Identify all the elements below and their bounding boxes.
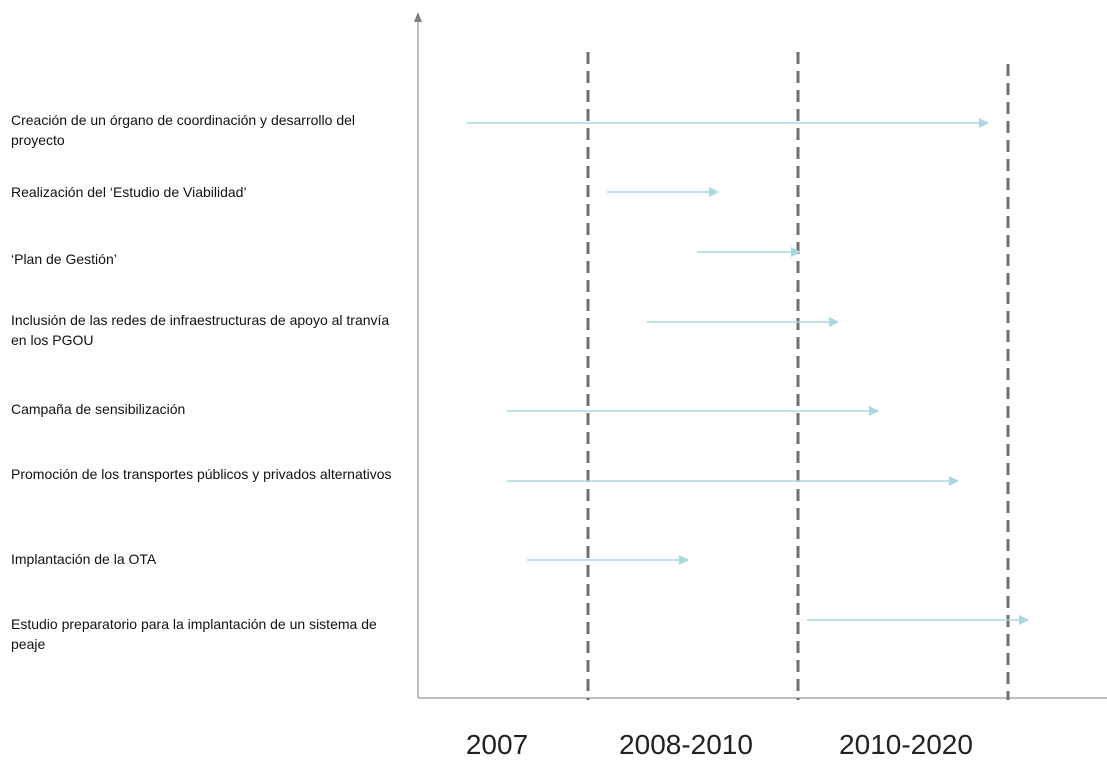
task-label-ota: Implantación de la OTA xyxy=(11,551,157,567)
period-label-2008-2010: 2008-2010 xyxy=(619,729,753,760)
task-label-management-plan: ‘Plan de Gestión’ xyxy=(11,251,117,267)
period-label-2007: 2007 xyxy=(465,729,529,760)
task-label-transport-promotion: Promoción de los transportes públicos y … xyxy=(11,466,392,482)
task-label-pgou-inclusion: Inclusión de las redes de infraestructur… xyxy=(11,312,390,348)
task-label-awareness-campaign: Campaña de sensibilización xyxy=(11,401,186,417)
y-axis-arrow-icon xyxy=(414,12,422,22)
task-label-toll-study: Estudio preparatorio para la implantació… xyxy=(11,616,377,652)
task-label-coordination: Creación de un órgano de coordinación y … xyxy=(11,112,355,148)
period-label-2010-2020: 2010-2020 xyxy=(839,729,973,760)
task-label-viability-study: Realización del ‘Estudio de Viabilidad’ xyxy=(11,184,247,200)
